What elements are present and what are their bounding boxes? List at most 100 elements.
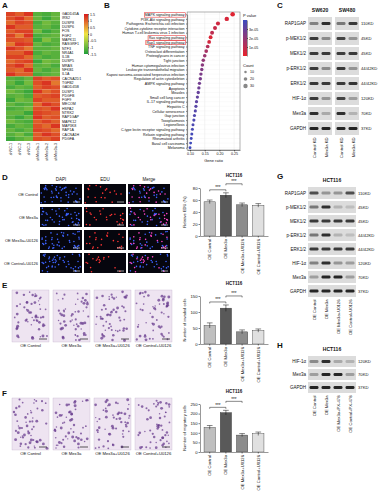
colorbar-axis-tick: 1.5 xyxy=(88,13,95,17)
heatmap-cell xyxy=(51,51,60,55)
cell xyxy=(96,429,98,431)
heatmap-cell xyxy=(42,59,51,63)
y-axis-tick-label: Hepatitis C xyxy=(167,105,185,109)
nucleus xyxy=(43,196,45,198)
heatmap-cell xyxy=(33,115,42,119)
y-axis-tick: Proteoglycans in cancer xyxy=(146,54,187,58)
cell xyxy=(35,420,38,423)
scale-bar xyxy=(117,225,124,226)
nucleus xyxy=(141,244,143,246)
heatmap-cell xyxy=(6,25,15,29)
cell xyxy=(123,319,125,321)
cell xyxy=(128,417,130,419)
nucleus xyxy=(130,224,132,226)
x-axis-line xyxy=(188,150,241,151)
y-axis-tick-mark xyxy=(186,129,187,130)
axis-title: Relative EDU (%) xyxy=(182,196,187,228)
cell xyxy=(153,307,156,310)
nucleus xyxy=(48,258,50,260)
heatmap-cell xyxy=(51,21,60,25)
nucleus xyxy=(84,202,86,204)
y-axis-tick: Rheumatoid arthritis xyxy=(152,137,187,141)
y-axis-tick-label: Melanoma xyxy=(168,146,185,150)
cell xyxy=(137,434,139,436)
bar xyxy=(253,205,264,236)
blot-band xyxy=(346,275,355,278)
heatmap-cell xyxy=(33,107,42,111)
cell xyxy=(166,440,168,442)
heatmap-cell xyxy=(15,111,24,115)
heatmap-cell xyxy=(33,102,42,106)
nucleus xyxy=(65,187,67,189)
y-axis-tick-mark xyxy=(199,423,201,424)
cell xyxy=(45,402,47,404)
x-axis-tick-label: 0.20 xyxy=(216,152,223,156)
error-bar xyxy=(223,305,229,311)
lane-label: OE Mex3a+U0126 xyxy=(336,299,341,334)
nucleus xyxy=(51,237,53,239)
nucleus xyxy=(139,237,141,239)
scale-bar xyxy=(39,447,47,448)
nucleus xyxy=(160,221,162,223)
heatmap-cell xyxy=(51,98,60,102)
nucleus xyxy=(142,266,144,268)
cell xyxy=(161,444,163,446)
cell xyxy=(152,323,155,326)
nucleus xyxy=(151,232,153,234)
y-axis-tick-label: Small cell lung cancer xyxy=(150,96,186,100)
cell xyxy=(117,330,119,332)
nucleus xyxy=(156,194,158,196)
scale-bar xyxy=(161,271,168,272)
micrograph xyxy=(40,253,82,273)
panel-edu-images: DDAPIEDUMergeOE ControlOE Mex3aOE Mex3a+… xyxy=(2,173,170,273)
heatmap-cell xyxy=(24,85,33,89)
cell xyxy=(100,316,102,318)
grid-line xyxy=(187,18,240,19)
colorbar-axis-tick: 0.5 xyxy=(88,26,95,30)
cell xyxy=(161,295,164,298)
y-axis-tick-mark xyxy=(186,97,187,98)
grid-line xyxy=(187,143,240,144)
colorbar-axis-tick-mark xyxy=(88,34,89,35)
blot-band xyxy=(310,191,319,194)
blot-band xyxy=(334,386,343,389)
heatmap-cell xyxy=(24,29,33,33)
nucleus xyxy=(54,266,56,268)
cell xyxy=(95,447,97,449)
error-bar xyxy=(207,426,213,430)
nucleus xyxy=(59,257,61,259)
heatmap-cell xyxy=(51,59,60,63)
y-axis-tick-mark xyxy=(186,65,187,66)
chart-title: HCT116 xyxy=(226,389,243,394)
nucleus xyxy=(129,214,131,216)
y-axis-tick-label: Ras signaling pathway xyxy=(149,36,185,40)
blot-band xyxy=(346,247,355,250)
error-bar xyxy=(255,432,261,435)
heatmap-cell xyxy=(51,89,60,93)
heatmap-cell xyxy=(33,89,42,93)
nucleus xyxy=(86,224,88,226)
heatmap-cell xyxy=(33,46,42,50)
cell xyxy=(96,316,98,318)
nucleus xyxy=(139,209,141,211)
error-bar xyxy=(207,200,213,204)
nucleus xyxy=(74,245,76,247)
y-axis-tick-label: C-type lectin receptor signaling pathway xyxy=(121,128,185,132)
nucleus xyxy=(53,244,55,246)
cell xyxy=(168,443,170,445)
blot-strip xyxy=(308,356,356,367)
cell xyxy=(163,313,164,314)
y-axis-tick-mark xyxy=(186,24,187,25)
x-axis-tick-label: OE Mex3a+U0126 xyxy=(240,454,245,489)
cell xyxy=(108,327,110,329)
nucleus xyxy=(98,259,100,261)
image-label-line: OE Control xyxy=(20,451,41,456)
nucleus xyxy=(58,245,60,247)
cell xyxy=(102,445,104,447)
cell xyxy=(55,437,57,439)
blot-band xyxy=(349,127,358,130)
blot-band xyxy=(349,52,358,55)
nucleus xyxy=(144,244,146,246)
heatmap-cell xyxy=(51,107,60,111)
cell xyxy=(105,416,108,419)
